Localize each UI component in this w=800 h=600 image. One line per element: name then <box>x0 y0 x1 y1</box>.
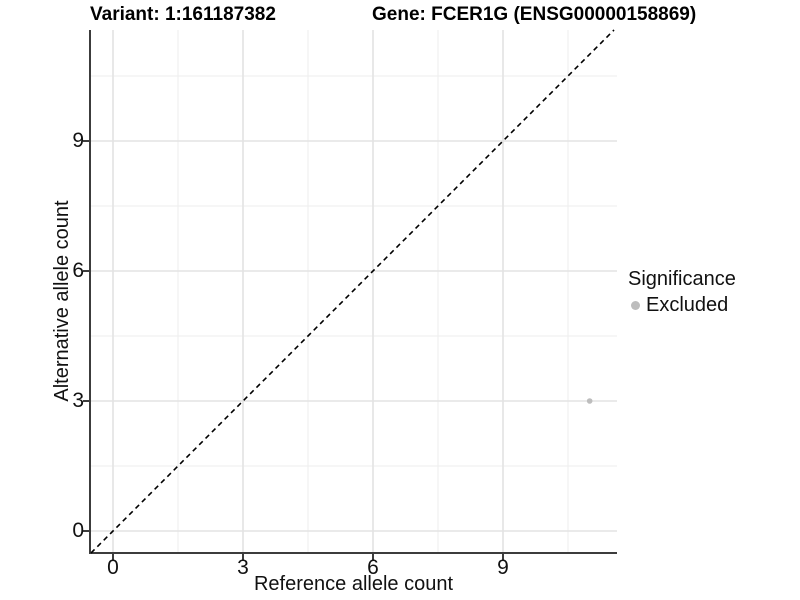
legend: Significance Excluded <box>628 268 736 317</box>
title-variant: Variant: 1:161187382 <box>90 4 276 25</box>
y-tick-label: 9 <box>72 129 84 152</box>
x-tick-label: 0 <box>107 556 119 579</box>
x-tick-label: 3 <box>237 556 249 579</box>
legend-title: Significance <box>628 268 736 290</box>
legend-item-label: Excluded <box>646 294 729 316</box>
data-point <box>586 398 593 404</box>
x-tick-label: 9 <box>497 556 509 579</box>
y-tick-label: 0 <box>72 519 84 542</box>
x-tick-label: 6 <box>367 556 379 579</box>
y-tick-label: 6 <box>72 259 84 282</box>
x-axis-title: Reference allele count <box>253 573 453 595</box>
legend-point-icon <box>631 301 640 310</box>
legend-item: Excluded <box>628 294 736 317</box>
y-tick-label: 3 <box>72 389 84 412</box>
title-gene: Gene: FCER1G (ENSG00000158869) <box>372 4 697 25</box>
y-axis-title: Alternative allele count <box>51 200 73 402</box>
identity-reference-line <box>90 29 615 554</box>
